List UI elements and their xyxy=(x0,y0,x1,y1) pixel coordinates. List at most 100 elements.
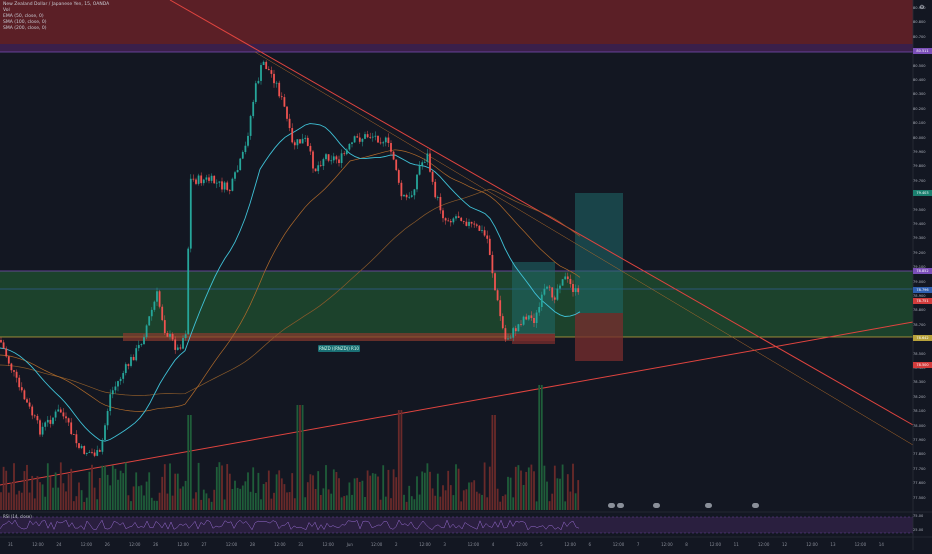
volume-bar xyxy=(153,500,156,510)
volume-bar xyxy=(26,464,28,510)
price-tick: 78.700 xyxy=(913,322,926,327)
candle-body xyxy=(540,294,543,307)
candle-body xyxy=(114,386,117,391)
candle-body xyxy=(439,197,442,211)
candle-body xyxy=(361,138,364,142)
economic-event-icon[interactable] xyxy=(705,503,712,508)
volume-bar xyxy=(494,415,496,510)
candle-body xyxy=(306,137,309,146)
volume-bar xyxy=(483,462,486,510)
economic-event-icon[interactable] xyxy=(617,503,624,508)
volume-bar xyxy=(213,489,216,510)
volume-bar xyxy=(504,494,507,510)
economic-event-icon[interactable] xyxy=(752,503,759,508)
annotation-label[interactable]: RNZD ((RNZD)) R10 xyxy=(318,345,360,352)
candle-body xyxy=(20,387,23,391)
ascending-trendline[interactable] xyxy=(0,321,914,486)
price-tick: 79.700 xyxy=(913,178,926,183)
volume-bar xyxy=(270,498,273,510)
volume-bar xyxy=(80,490,83,510)
symbol-title[interactable]: New Zealand Dollar / Japanese Yen, 15, O… xyxy=(3,2,110,7)
volume-bar xyxy=(70,468,73,510)
candle-body xyxy=(226,182,229,190)
volume-bar xyxy=(405,501,408,510)
price-tick: 77.800 xyxy=(913,452,926,457)
legend-vol[interactable]: Vol xyxy=(3,8,10,13)
candle-body xyxy=(241,151,244,159)
time-axis[interactable]: 31 12:00 24 12:00 26 12:00 26 12:00 27 12:00 28 12:… xyxy=(0,538,913,550)
volume-bar xyxy=(319,494,322,510)
candle-body xyxy=(457,216,460,218)
volume-bar xyxy=(309,474,312,510)
candle-body xyxy=(39,420,41,435)
volume-bar xyxy=(104,466,106,510)
volume-bar xyxy=(41,484,44,510)
candle-body xyxy=(174,339,177,350)
price-scale[interactable]: 80.90080.80080.70080.60080.50080.40080.3… xyxy=(913,0,932,535)
candle-body xyxy=(434,181,437,198)
price-badge: 80.511 xyxy=(913,48,932,54)
candle-body xyxy=(426,153,429,162)
volume-bar xyxy=(187,415,190,510)
volume-bar xyxy=(210,501,213,510)
volume-bar xyxy=(13,463,15,510)
candle-body xyxy=(566,276,569,279)
legend-sma100[interactable]: SMA (100, close, 0) xyxy=(3,20,47,25)
legend-sma200[interactable]: SMA (200, close, 0) xyxy=(3,26,47,31)
candle-body xyxy=(137,345,140,349)
candle-body xyxy=(551,287,554,298)
candle-body xyxy=(299,139,301,144)
volume-bar xyxy=(486,497,489,510)
candle-body xyxy=(494,273,496,291)
candle-body xyxy=(179,347,182,349)
volume-bar xyxy=(475,491,478,510)
candle-body xyxy=(231,178,234,191)
candle-body xyxy=(319,165,322,167)
candle-body xyxy=(124,364,127,374)
rsi-legend[interactable]: RSI (14, close) xyxy=(3,514,32,519)
time-tick: 12:00 xyxy=(274,542,286,547)
candle-body xyxy=(520,324,522,325)
candle-body xyxy=(260,65,262,81)
volume-bar xyxy=(239,488,242,510)
price-tick: 78.200 xyxy=(913,394,926,399)
price-tick: 77.600 xyxy=(913,481,926,486)
volume-bar xyxy=(481,494,483,510)
candle-body xyxy=(556,288,559,300)
volume-bar xyxy=(176,473,179,510)
volume-bar xyxy=(358,481,361,510)
candle-body xyxy=(366,134,369,138)
economic-event-icon[interactable] xyxy=(608,503,615,508)
candle-body xyxy=(195,179,197,184)
candle-body xyxy=(530,315,533,318)
volume-bar xyxy=(564,501,567,510)
volume-bar xyxy=(460,501,463,510)
candle-body xyxy=(127,364,130,366)
volume-bar xyxy=(137,486,140,510)
candle-body xyxy=(239,158,242,171)
volume-bar xyxy=(509,477,512,510)
volume-bar xyxy=(260,499,262,510)
volume-bar xyxy=(374,473,377,510)
candle-body xyxy=(317,165,320,172)
settings-icon[interactable]: ⚙ xyxy=(919,4,925,11)
legend-ema[interactable]: EMA (50, close, 0) xyxy=(3,14,44,19)
volume-bar xyxy=(478,493,481,510)
volume-bar xyxy=(236,487,239,510)
volume-bar xyxy=(265,482,268,510)
volume-bar xyxy=(525,471,528,510)
candle-body xyxy=(369,137,372,138)
volume-bar xyxy=(241,485,244,510)
volume-bar xyxy=(249,491,252,510)
volume-bar xyxy=(364,497,366,510)
volume-bar xyxy=(322,488,325,510)
candle-body xyxy=(465,221,468,226)
candle-body xyxy=(312,151,314,169)
price-tick: 78.100 xyxy=(913,409,926,414)
volume-bar xyxy=(20,492,23,510)
volume-bar xyxy=(98,477,101,510)
candle-body xyxy=(80,446,83,448)
economic-event-icon[interactable] xyxy=(653,503,660,508)
